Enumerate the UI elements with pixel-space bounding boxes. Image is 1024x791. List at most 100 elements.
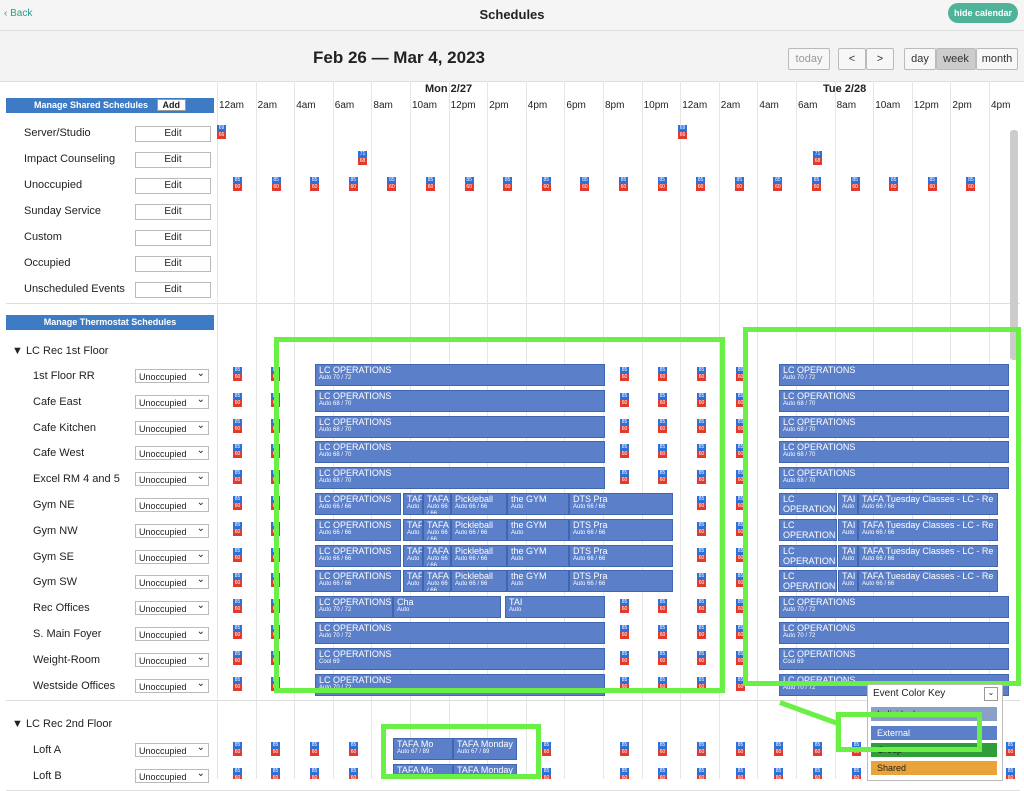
event-block[interactable]: the GYM Auto (507, 493, 569, 515)
event-block[interactable]: DTS Pra Auto 66 / 66 (569, 518, 673, 541)
edit-button[interactable]: Edit (135, 126, 211, 142)
edit-button[interactable]: Edit (135, 230, 211, 246)
event-block[interactable]: TAFA Auto 66 / 66 (423, 570, 451, 593)
schedule-select[interactable]: Unoccupied (135, 470, 209, 487)
manage-thermostat-schedules-bar[interactable]: Manage Thermostat Schedules (6, 315, 214, 330)
schedule-select[interactable]: Unoccupied (135, 419, 209, 435)
edit-button[interactable]: Edit (135, 204, 211, 220)
schedule-select[interactable]: Unoccupied (135, 677, 209, 693)
event-block[interactable]: LC OPERATIONS Auto 68 / 70 (315, 467, 605, 490)
chevron-down-icon[interactable]: ⌄ (984, 687, 998, 701)
hide-calendar-button[interactable]: hide calendar (947, 3, 1018, 23)
event-block[interactable]: Cha Auto (393, 596, 501, 619)
event-block[interactable]: TAFA Monday Auto 67 / 89 (453, 738, 517, 760)
event-block[interactable]: TAI Auto (505, 596, 605, 619)
temperature-marker[interactable]: 71 68 (813, 151, 822, 165)
event-block[interactable]: LC OPERATIONS Auto 68 / 70 (779, 441, 1009, 464)
schedule-select[interactable]: Unoccupied (135, 767, 209, 783)
event-block[interactable]: LC OPERATIONS Auto 68 / 70 (779, 389, 1009, 412)
group-lc-rec-1st-floor[interactable]: ▼ LC Rec 1st Floor (12, 345, 109, 357)
calendar-grid[interactable]: Mon 2/27 Tue 2/28 12am 2am 4am 6am 8am 10am 12… (217, 81, 1020, 779)
event-block[interactable]: LC OPERATIONS Auto 70 / 72 (315, 596, 393, 619)
event-block[interactable]: LC OPERATIONS Cool 69 (779, 647, 1009, 670)
event-block[interactable]: TAFA Tuesday Classes - LC - Re Auto 66 / … (858, 544, 998, 567)
event-block[interactable]: DTS Pra Auto 66 / 66 (569, 544, 673, 567)
view-month-button[interactable]: month (976, 48, 1018, 70)
event-block[interactable]: LC OPERATIONS Auto 68 / 70 (779, 467, 1009, 490)
schedule-select[interactable]: Unoccupied (135, 522, 209, 538)
temperature-marker[interactable]: 69 66 (217, 125, 226, 139)
edit-button[interactable]: Edit (135, 178, 211, 194)
event-block[interactable]: TAI Auto (838, 570, 858, 593)
schedule-select[interactable]: Unoccupied (135, 496, 209, 512)
schedule-select[interactable]: Unoccupied (135, 444, 209, 461)
schedule-select[interactable]: Unoccupied (135, 651, 209, 667)
event-block[interactable]: LC OPERATIONS Auto 68 / 70 (315, 441, 605, 464)
event-block[interactable]: LC OPERATIONS Auto 68 / 70 (779, 415, 1009, 438)
event-block[interactable]: LC OPERATIONS Auto 70 / 72 (779, 364, 1009, 386)
event-block[interactable]: TAFA Tuesday Classes - LC - Re Auto 66 / … (858, 518, 998, 541)
event-block[interactable]: the GYM Auto (507, 544, 569, 567)
event-block[interactable]: TAFA Auto 66 / 66 (423, 544, 451, 567)
today-button[interactable]: today (788, 48, 830, 70)
event-block[interactable]: the GYM Auto (507, 518, 569, 541)
next-button[interactable]: > (866, 48, 894, 70)
event-block[interactable]: DTS Pra Auto 66 / 66 (569, 570, 673, 593)
event-block[interactable]: Pickleball Auto 66 / 66 (451, 518, 507, 541)
schedule-select[interactable]: Unoccupied (135, 393, 209, 409)
